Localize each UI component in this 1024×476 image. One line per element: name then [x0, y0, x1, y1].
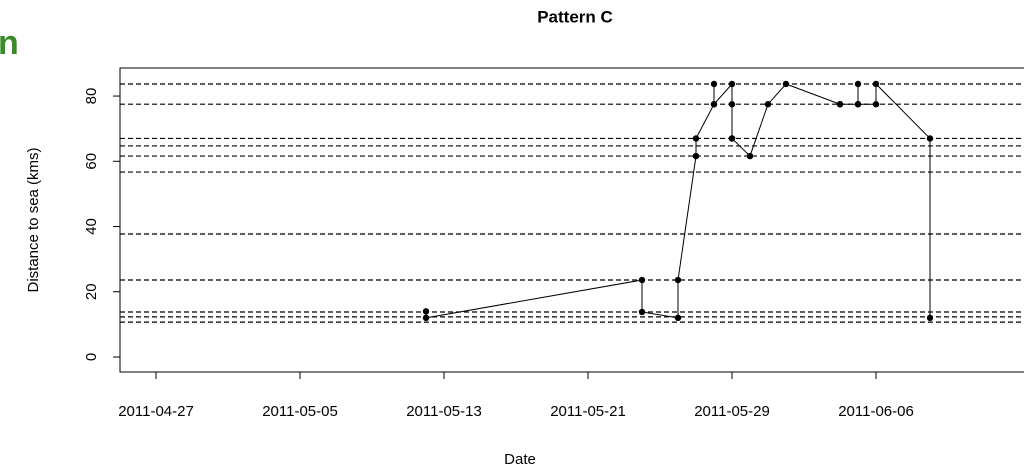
data-point	[926, 314, 934, 322]
data-point	[872, 80, 880, 88]
data-point	[728, 135, 736, 142]
side-text: n	[0, 24, 19, 62]
data-point	[836, 101, 844, 108]
data-point	[638, 276, 646, 284]
y-tick-label: 0	[83, 353, 100, 361]
data-point	[674, 314, 682, 322]
x-axis-label: Date	[504, 451, 536, 468]
data-point	[710, 101, 718, 108]
y-tick-label: 20	[83, 283, 100, 300]
data-point	[854, 80, 862, 88]
y-tick-label: 80	[83, 88, 100, 105]
x-tick-label: 2011-04-27	[118, 403, 194, 420]
x-tick-label: 2011-06-06	[838, 403, 914, 420]
data-point	[692, 135, 700, 142]
data-point	[926, 135, 934, 142]
data-point	[782, 80, 790, 88]
data-point	[728, 80, 736, 88]
y-tick-label: 60	[83, 153, 100, 170]
data-point	[674, 276, 682, 284]
data-point	[728, 101, 736, 108]
x-tick-label: 2011-05-29	[694, 403, 770, 420]
data-point	[764, 101, 772, 108]
data-point	[854, 101, 862, 108]
x-tick-label: 2011-05-05	[262, 403, 338, 420]
plot-frame	[119, 67, 1024, 373]
data-point	[746, 152, 754, 160]
data-point	[692, 152, 700, 160]
data-point	[638, 308, 646, 316]
y-axis-label: Distance to sea (kms)	[25, 147, 42, 292]
x-tick-label: 2011-05-13	[406, 403, 482, 420]
data-point	[422, 308, 430, 315]
data-point	[710, 80, 718, 88]
chart-title: Pattern C	[537, 7, 613, 26]
data-point	[872, 101, 880, 108]
y-tick-label: 40	[83, 218, 100, 235]
data-point	[422, 314, 430, 322]
x-tick-label: 2011-05-21	[550, 403, 626, 420]
